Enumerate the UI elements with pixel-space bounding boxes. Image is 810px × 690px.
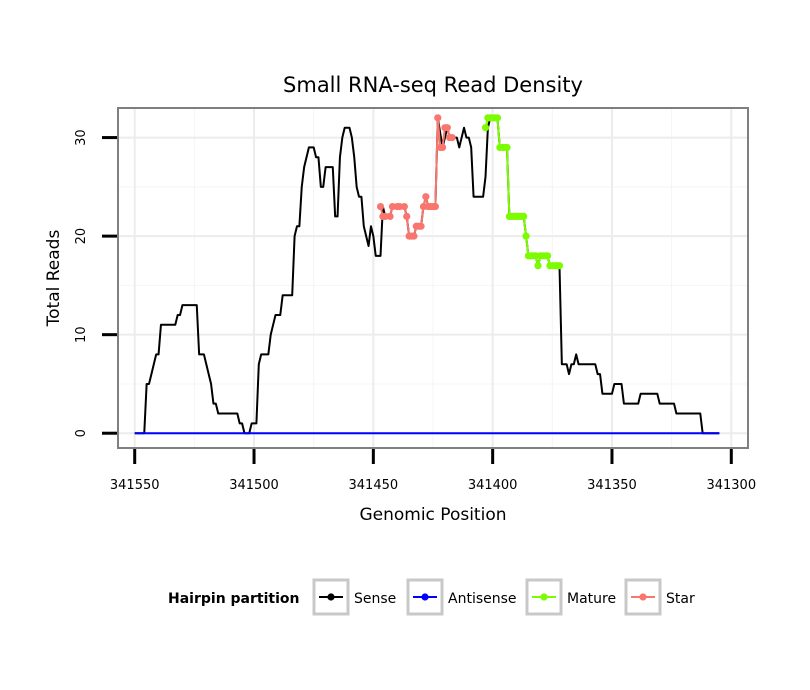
- legend-key-point: [639, 593, 647, 601]
- series-star: [376, 114, 456, 240]
- legend-label-sense: Sense: [354, 591, 396, 607]
- legend: Hairpin partition Sense Antisense Mature St…: [168, 578, 695, 616]
- legend-label-mature: Mature: [567, 591, 616, 607]
- star-point: [400, 202, 408, 211]
- sense-line: [134, 116, 720, 435]
- legend-entry-antisense: Antisense: [406, 578, 517, 616]
- legend-key-point: [421, 593, 429, 601]
- chart-title: Small RNA-seq Read Density: [283, 73, 583, 97]
- star-point: [422, 193, 430, 201]
- series-sense: [134, 116, 720, 435]
- legend-key-point: [327, 593, 335, 601]
- star-point: [403, 212, 411, 221]
- x-tick-label: 341300: [706, 478, 756, 493]
- x-axis-label: Genomic Position: [359, 505, 506, 525]
- legend-entry-sense: Sense: [312, 578, 396, 616]
- star-point: [410, 232, 418, 240]
- star-point: [448, 133, 456, 142]
- y-tick-label: 20: [74, 228, 89, 245]
- series-mature: [481, 114, 564, 270]
- y-tick-label: 0: [74, 429, 89, 437]
- plot-border: [117, 107, 749, 449]
- y-tick-label: 10: [74, 326, 89, 343]
- mature-point: [503, 143, 511, 152]
- plot-panel: [118, 108, 748, 448]
- x-tick-label: 341500: [229, 478, 279, 493]
- star-point: [438, 143, 447, 152]
- star-point: [443, 124, 451, 132]
- data-series: [134, 114, 720, 435]
- legend-entry-star: Star: [624, 578, 695, 616]
- mature-point: [543, 252, 552, 260]
- y-tick-label: 30: [74, 129, 89, 146]
- mature-point: [534, 262, 542, 270]
- legend-entry-mature: Mature: [525, 578, 616, 616]
- x-tick-label: 341350: [587, 478, 637, 493]
- legend-key-point: [540, 593, 548, 601]
- legend-label-star: Star: [666, 591, 695, 607]
- y-axis: 0 10 20 30: [74, 129, 117, 437]
- star-point: [386, 212, 394, 221]
- star-point: [376, 202, 385, 211]
- mature-point: [522, 232, 530, 240]
- legend-label-antisense: Antisense: [448, 591, 517, 607]
- x-tick-label: 341450: [349, 478, 399, 493]
- legend-title: Hairpin partition: [168, 591, 299, 607]
- y-axis-label: Total Reads: [44, 230, 64, 328]
- mature-point: [520, 212, 528, 221]
- star-point: [417, 222, 425, 230]
- mature-point: [493, 114, 502, 122]
- star-point: [434, 114, 442, 122]
- mature-point: [481, 124, 490, 132]
- star-point: [431, 202, 439, 211]
- x-tick-label: 341400: [468, 478, 518, 493]
- mature-point: [555, 262, 564, 270]
- x-axis: 341550 341500 341450 341400 341350 341300: [110, 449, 756, 493]
- x-tick-label: 341550: [110, 478, 160, 493]
